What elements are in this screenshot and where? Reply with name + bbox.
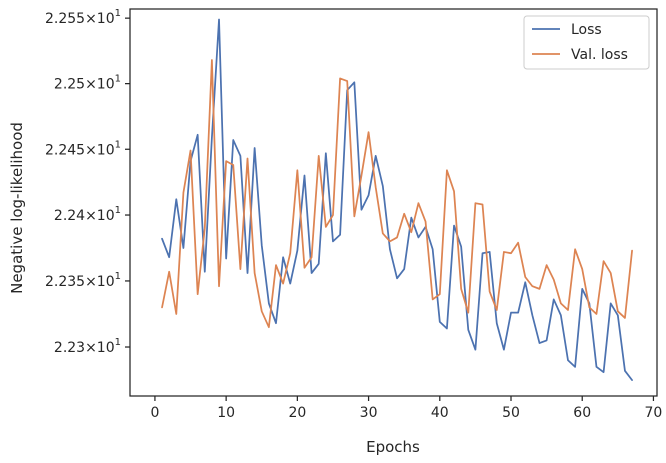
x-tick-label: 50	[502, 405, 520, 421]
x-tick-label: 30	[360, 405, 378, 421]
x-tick-label: 20	[288, 405, 306, 421]
axes-frame	[129, 8, 658, 397]
y-axis-label: Negative log-likelihood	[8, 122, 26, 294]
y-tick-label: 2.23×101	[54, 337, 121, 356]
series-line-val-loss	[161, 59, 633, 329]
y-tick-label: 2.255×101	[45, 8, 121, 27]
y-axis: 2.23×101 2.235×101 2.24×101 2.245×101 2.25×1…	[45, 8, 130, 356]
plot-area	[161, 18, 633, 381]
y-tick-label: 2.24×101	[54, 205, 121, 224]
x-axis: 0 10 20 30 40 50 60 70	[150, 396, 662, 421]
x-axis-label: Epochs	[366, 438, 420, 456]
legend: Loss Val. loss	[523, 15, 650, 70]
y-tick-label: 2.25×101	[54, 74, 121, 93]
x-tick-label: 60	[573, 405, 591, 421]
x-tick-label: 10	[217, 405, 235, 421]
y-tick-label: 2.245×101	[45, 139, 121, 158]
legend-label-loss: Loss	[571, 22, 602, 38]
y-tick-label: 2.235×101	[45, 271, 121, 290]
x-tick-label: 40	[431, 405, 449, 421]
x-tick-label: 70	[645, 405, 663, 421]
series-line-loss	[161, 18, 633, 381]
legend-label-val-loss: Val. loss	[571, 47, 628, 63]
x-tick-label: 0	[150, 405, 159, 421]
